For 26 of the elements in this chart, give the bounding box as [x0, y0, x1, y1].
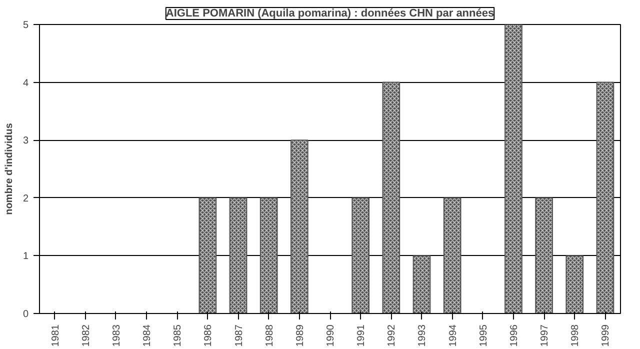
- x-tick-label: 1989: [294, 324, 306, 347]
- y-tick-label: 3: [22, 136, 29, 147]
- x-tick-label: 1987: [234, 324, 245, 347]
- x-tick-label: 1986: [203, 324, 214, 347]
- x-tick-label: 1996: [508, 324, 520, 347]
- y-tick-label: 0: [22, 309, 29, 320]
- x-tick-label: 1992: [386, 324, 398, 347]
- x-tick-label: 1982: [80, 324, 92, 347]
- x-tick-label: 1991: [356, 324, 368, 347]
- y-tick-label: 5: [22, 20, 29, 31]
- x-tick-label: 1999: [600, 324, 612, 347]
- x-tick-label: 1998: [570, 324, 582, 347]
- y-axis-title: nombre d'individus: [4, 122, 15, 215]
- x-tick-label: 1990: [326, 324, 336, 347]
- y-tick-label: 2: [22, 193, 29, 204]
- x-tick-label: 1988: [264, 324, 276, 347]
- x-tick-label: 1993: [417, 324, 428, 347]
- y-tick-label: 4: [22, 78, 29, 89]
- x-tick-label: 1994: [448, 324, 459, 347]
- x-tick-label: 1997: [540, 324, 551, 347]
- y-tick-label: 1: [22, 251, 29, 262]
- x-tick-label: 1981: [50, 324, 62, 347]
- x-tick-label: 1995: [478, 324, 490, 347]
- x-tick-label: 1985: [172, 324, 184, 347]
- x-tick-label: 1983: [111, 324, 122, 347]
- x-tick-label: 1984: [142, 324, 154, 347]
